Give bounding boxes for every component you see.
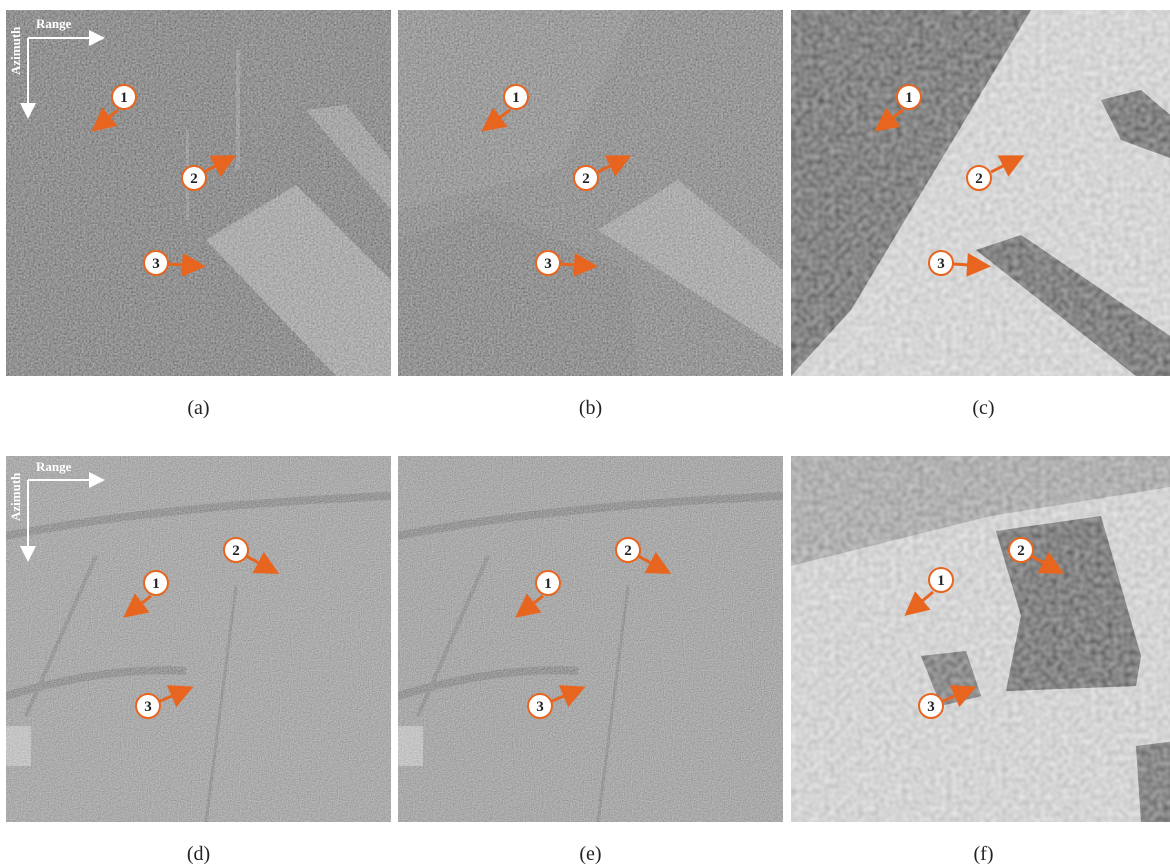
sar-image-a: Range Azimuth 1 2 3: [6, 10, 391, 376]
caption-f: (f): [973, 843, 994, 865]
sar-image-f: 1 2 3: [791, 456, 1170, 822]
sar-image-panel-e: 1 2 3: [398, 456, 783, 822]
marker-1: 1: [515, 570, 561, 618]
marker-1: 1: [481, 84, 529, 132]
svg-text:3: 3: [144, 699, 152, 715]
svg-text:2: 2: [582, 171, 590, 187]
svg-text:1: 1: [512, 90, 520, 106]
svg-text:2: 2: [190, 171, 198, 187]
marker-1: 1: [874, 84, 922, 132]
caption-d: (d): [186, 843, 211, 865]
axis-label-azimuth: Azimuth: [8, 26, 23, 75]
svg-text:1: 1: [544, 576, 552, 592]
sar-image-d: Range Azimuth 1 2 3: [6, 456, 391, 822]
sar-image-panel-f: 1 2 3: [791, 456, 1170, 822]
sar-image-panel-b: 1 2 3: [398, 10, 783, 376]
marker-3: 3: [928, 250, 991, 277]
svg-text:1: 1: [120, 90, 128, 106]
marker-2: 2: [573, 155, 632, 191]
sar-image-c: 1 2 3: [791, 10, 1170, 376]
svg-text:2: 2: [624, 543, 632, 559]
marker-2: 2: [181, 155, 237, 191]
axis-label-azimuth: Azimuth: [8, 472, 23, 521]
svg-text:3: 3: [536, 699, 544, 715]
sar-image-panel-c: 1 2 3: [791, 10, 1170, 376]
marker-1: 1: [91, 84, 137, 132]
marker-1: 1: [123, 570, 169, 618]
marker-3: 3: [143, 250, 206, 277]
caption-b: (b): [578, 397, 603, 419]
axis-label-range: Range: [36, 16, 72, 31]
sar-image-panel-d: Range Azimuth 1 2 3: [6, 456, 391, 822]
axis-indicator: Range Azimuth: [8, 16, 105, 119]
svg-text:3: 3: [544, 256, 552, 272]
marker-1: 1: [904, 567, 954, 616]
caption-a: (a): [187, 397, 210, 419]
svg-text:1: 1: [905, 90, 913, 106]
marker-2: 2: [1008, 537, 1065, 574]
sar-image-e: 1 2 3: [398, 456, 783, 822]
svg-text:3: 3: [152, 256, 160, 272]
marker-3: 3: [535, 250, 598, 277]
marker-2: 2: [966, 155, 1025, 191]
svg-text:2: 2: [1017, 543, 1025, 559]
svg-text:3: 3: [927, 699, 935, 715]
svg-text:1: 1: [937, 573, 945, 589]
svg-text:2: 2: [232, 543, 240, 559]
axis-indicator: Range Azimuth: [8, 459, 105, 562]
marker-3: 3: [527, 685, 586, 719]
marker-3: 3: [135, 685, 194, 719]
marker-3: 3: [918, 685, 977, 719]
caption-c: (c): [972, 397, 995, 419]
svg-text:2: 2: [975, 171, 983, 187]
axis-label-range: Range: [36, 459, 72, 474]
svg-text:1: 1: [152, 576, 160, 592]
sar-image-panel-a: Range Azimuth 1 2 3: [6, 10, 391, 376]
sar-image-b: 1 2 3: [398, 10, 783, 376]
marker-2: 2: [223, 537, 280, 574]
svg-text:3: 3: [937, 256, 945, 272]
marker-2: 2: [615, 537, 672, 574]
caption-e: (e): [579, 843, 602, 865]
